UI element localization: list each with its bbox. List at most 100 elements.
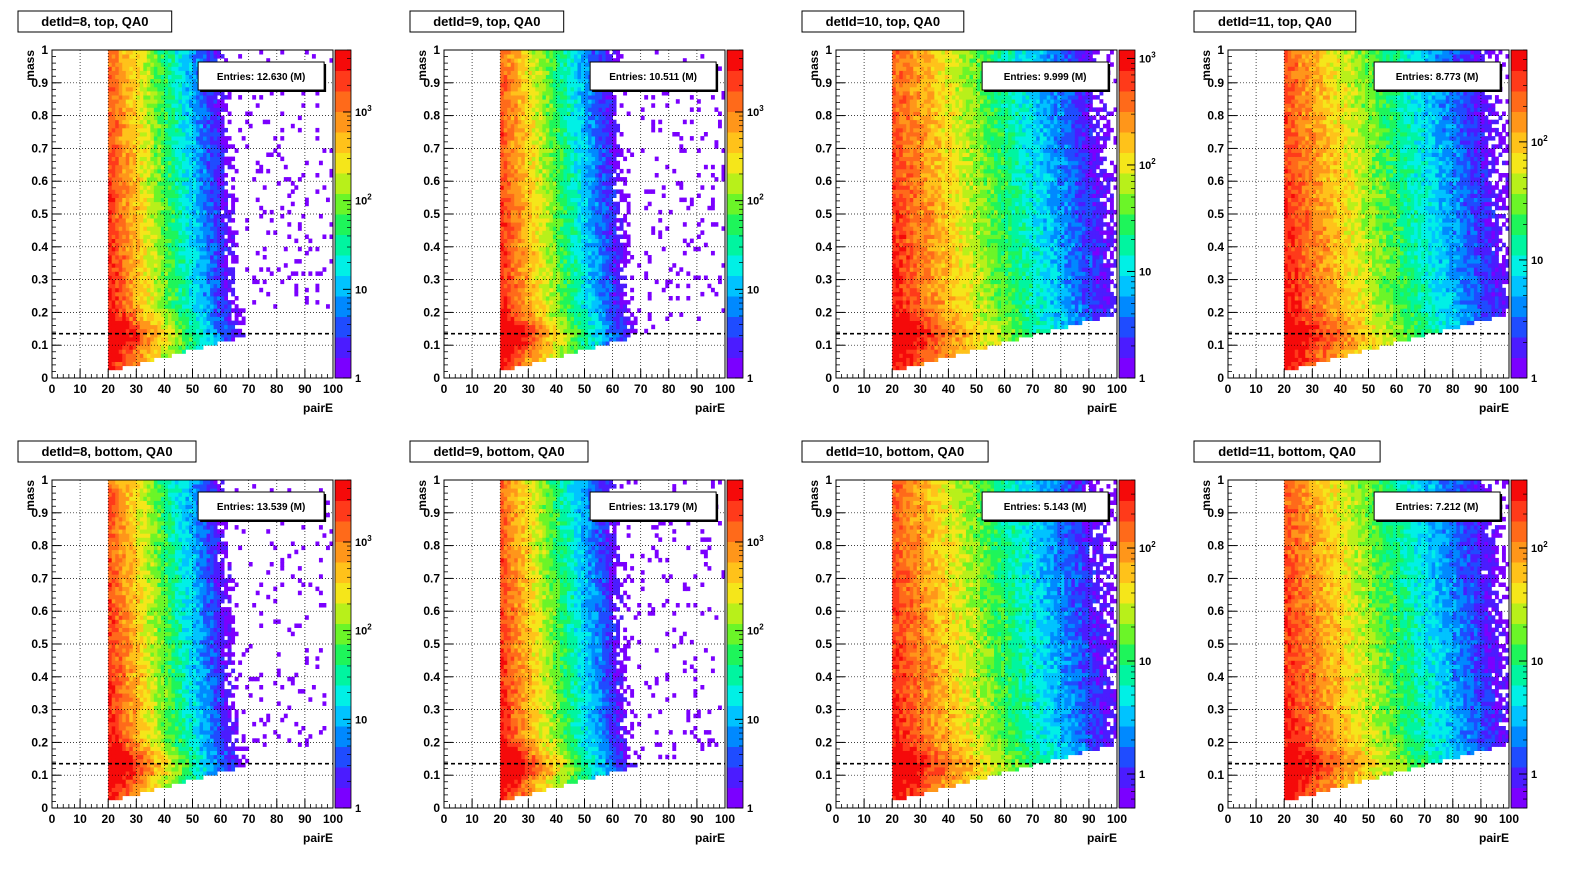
heatmap-cell	[108, 279, 113, 285]
heatmap-cell	[259, 287, 264, 293]
heatmap-cell	[203, 197, 207, 203]
palette-tick-exponent: 3	[367, 104, 372, 113]
heatmap-cell	[150, 279, 155, 285]
heatmap-cell	[153, 152, 158, 157]
heatmap-cell	[174, 168, 179, 174]
heatmap-cell	[507, 160, 512, 166]
heatmap-cell	[153, 197, 158, 203]
heatmap-cell	[178, 95, 183, 100]
heatmap-cell	[153, 246, 158, 252]
heatmap-cell	[115, 341, 120, 346]
heatmap-cell	[174, 337, 179, 342]
heatmap-cell	[181, 263, 186, 268]
heatmap-cell	[566, 320, 571, 326]
heatmap-cell	[510, 214, 515, 219]
heatmap-cell	[521, 304, 526, 309]
heatmap-cell	[125, 185, 130, 190]
heatmap-cell	[192, 226, 197, 231]
heatmap-cell	[150, 345, 155, 350]
heatmap-cell	[580, 160, 585, 166]
heatmap-cell	[566, 189, 571, 194]
heatmap-cell	[500, 107, 505, 112]
heatmap-cell	[584, 222, 589, 227]
heatmap-cell	[528, 62, 533, 67]
heatmap-cell	[528, 287, 533, 293]
heatmap-cell	[559, 111, 564, 116]
heatmap-cell	[115, 365, 120, 371]
heatmap-cell	[538, 205, 543, 211]
heatmap-cell	[192, 332, 197, 338]
heatmap-cell	[171, 152, 176, 157]
heatmap-cell	[143, 312, 148, 317]
heatmap-cell	[213, 58, 218, 63]
heatmap-cell	[545, 185, 550, 190]
heatmap-cell	[570, 250, 575, 256]
heatmap-cell	[528, 201, 533, 207]
heatmap-cell	[528, 91, 533, 96]
heatmap-cell	[556, 140, 561, 145]
heatmap-cell	[108, 127, 113, 133]
heatmap-cell	[549, 140, 554, 145]
heatmap-cell	[146, 230, 151, 235]
heatmap-cell	[573, 58, 578, 63]
heatmap-cell	[552, 308, 557, 313]
heatmap-cell	[171, 189, 176, 194]
heatmap-cell	[157, 136, 162, 141]
heatmap-cell	[528, 222, 533, 227]
heatmap-cell	[164, 242, 169, 248]
heatmap-cell	[118, 263, 123, 268]
heatmap-cell	[160, 201, 165, 207]
heatmap-cell	[185, 279, 190, 285]
heatmap-cell	[188, 74, 193, 80]
heatmap-cell	[524, 181, 529, 186]
heatmap-cell	[132, 54, 137, 59]
heatmap-cell	[108, 238, 113, 244]
heatmap-cell	[231, 234, 236, 239]
heatmap-cell	[146, 197, 151, 203]
heatmap-cell	[573, 238, 578, 244]
heatmap-cell	[115, 283, 120, 289]
heatmap-cell	[125, 267, 130, 272]
heatmap-cell	[507, 337, 512, 342]
heatmap-cell	[157, 66, 162, 71]
heatmap-cell	[566, 156, 571, 162]
heatmap-cell	[164, 214, 169, 219]
heatmap-cell	[234, 148, 239, 153]
heatmap-cell	[507, 168, 512, 174]
heatmap-cell	[507, 136, 512, 141]
heatmap-cell	[563, 320, 568, 326]
heatmap-cell	[174, 70, 179, 75]
heatmap-cell	[136, 189, 141, 194]
heatmap-cell	[521, 271, 526, 276]
heatmap-cell	[213, 160, 218, 166]
heatmap-cell	[524, 58, 529, 63]
heatmap-cell	[584, 168, 589, 174]
heatmap-cell	[570, 189, 575, 194]
heatmap-cell	[545, 226, 550, 231]
heatmap-cell	[552, 345, 557, 350]
heatmap-cell	[556, 271, 561, 276]
heatmap-cell	[111, 218, 116, 223]
heatmap-cell	[188, 177, 193, 182]
heatmap-cell	[181, 308, 186, 313]
heatmap-cell	[206, 148, 211, 153]
heatmap-cell	[573, 91, 578, 96]
heatmap-cell	[329, 222, 334, 227]
heatmap-cell	[122, 279, 127, 285]
heatmap-cell	[507, 58, 512, 63]
heatmap-cell	[171, 181, 176, 186]
heatmap-cell	[563, 156, 568, 162]
heatmap-cell	[503, 95, 508, 100]
heatmap-cell	[132, 123, 137, 129]
heatmap-cell	[552, 111, 557, 116]
heatmap-cell	[588, 271, 592, 276]
heatmap-cell	[132, 164, 137, 170]
heatmap-cell	[217, 164, 221, 170]
heatmap-cell	[150, 58, 155, 63]
heatmap-cell	[178, 86, 183, 92]
heatmap-cell	[164, 70, 169, 75]
heatmap-cell	[136, 328, 141, 334]
heatmap-cell	[535, 107, 540, 112]
heatmap-cell	[566, 173, 571, 178]
heatmap-cell	[178, 136, 183, 141]
